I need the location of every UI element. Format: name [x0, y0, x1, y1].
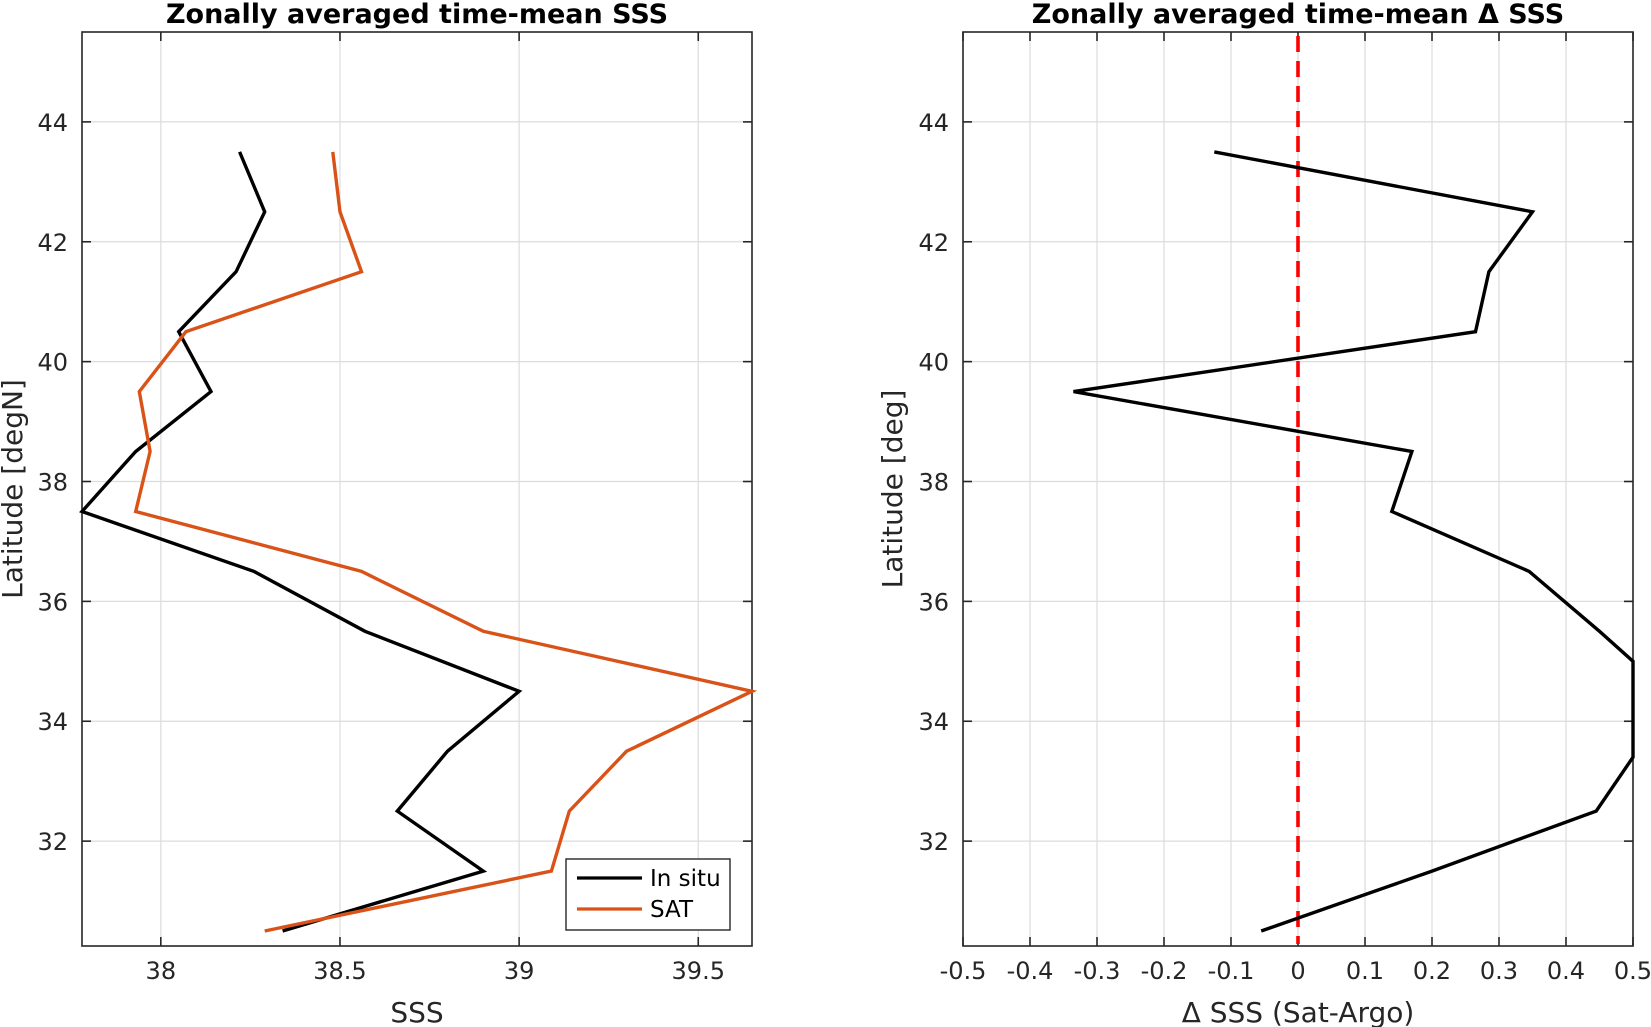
x-tick-label: -0.4 [1007, 957, 1054, 985]
chart-title: Zonally averaged time-mean SSS [166, 0, 668, 30]
x-tick-label: 39.5 [672, 957, 725, 985]
x-tick-label: 0.4 [1547, 957, 1585, 985]
plot-area-background [82, 32, 752, 946]
y-tick-label: 32 [918, 828, 949, 856]
y-axis-label: Latitude [degN] [0, 379, 29, 599]
y-tick-label: 38 [918, 469, 949, 497]
y-tick-label: 34 [918, 708, 949, 736]
x-axis-label: SSS [390, 996, 443, 1027]
x-tick-label: 0.2 [1413, 957, 1451, 985]
x-tick-label: 38 [146, 957, 177, 985]
legend-box [565, 858, 731, 931]
y-tick-label: 36 [37, 588, 68, 616]
x-tick-label: 0.3 [1480, 957, 1518, 985]
x-tick-label: -0.5 [940, 957, 987, 985]
panel-left-sss-profile: 38 38.5 39 39.5 32 34 36 38 40 42 44 Zonally avera… [0, 0, 758, 1027]
panel-right-delta-sss-profile: -0.5 -0.4 -0.3 -0.2 -0.1 0 0.1 0.2 0.3 0.4 0.5 32 34… [876, 0, 1651, 1027]
x-tick-label: 0 [1290, 957, 1305, 985]
y-tick-label: 36 [918, 588, 949, 616]
y-tick-label: 44 [37, 109, 68, 137]
series-lines [79, 151, 758, 933]
x-tick-label: 38.5 [313, 957, 366, 985]
x-tick-label: 39 [504, 957, 535, 985]
x-tick-label: 0.5 [1614, 957, 1651, 985]
y-tick-label: 38 [37, 469, 68, 497]
series-line-in-situ [79, 151, 523, 933]
legend: In situ SAT [565, 858, 731, 931]
legend-label-in-situ: In situ [650, 866, 721, 892]
x-axis-label: Δ SSS (Sat-Argo) [1182, 996, 1415, 1027]
axes-box [81, 31, 753, 947]
x-tick-label: -0.2 [1141, 957, 1188, 985]
x-tick-label: 0.1 [1346, 957, 1384, 985]
y-tick-label: 32 [37, 828, 68, 856]
series-line-sat [133, 151, 758, 933]
axis-ticks: -0.5 -0.4 -0.3 -0.2 -0.1 0 0.1 0.2 0.3 0.4 0.5 32 34… [918, 32, 1651, 985]
y-tick-label: 40 [918, 349, 949, 377]
axis-ticks: 38 38.5 39 39.5 32 34 36 38 40 42 44 [37, 32, 752, 985]
series-lines [1073, 36, 1635, 944]
chart-title: Zonally averaged time-mean Δ SSS [1032, 0, 1564, 30]
series-line-delta-0 [1073, 150, 1635, 933]
grid [82, 32, 752, 946]
y-tick-label: 42 [918, 229, 949, 257]
legend-label-sat: SAT [650, 897, 694, 923]
y-tick-label: 44 [918, 109, 949, 137]
x-tick-label: -0.1 [1208, 957, 1255, 985]
x-tick-label: -0.3 [1074, 957, 1121, 985]
y-tick-label: 34 [37, 708, 68, 736]
y-axis-label: Latitude [deg] [876, 390, 909, 589]
y-tick-label: 40 [37, 349, 68, 377]
y-tick-label: 42 [37, 229, 68, 257]
